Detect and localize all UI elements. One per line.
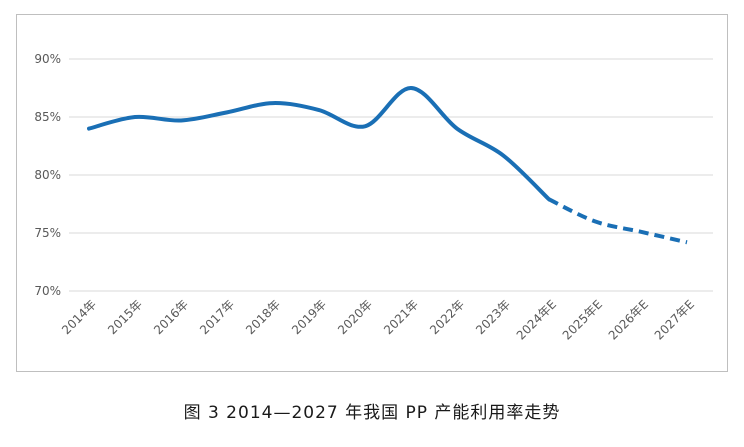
y-tick-label: 90% bbox=[34, 52, 61, 66]
x-tick-label: 2025年E bbox=[560, 297, 605, 342]
figure-caption: 图 3 2014—2027 年我国 PP 产能利用率走势 bbox=[183, 403, 561, 423]
x-tick-label: 2015年 bbox=[105, 297, 145, 337]
y-tick-label: 85% bbox=[34, 110, 61, 124]
x-tick-label: 2016年 bbox=[151, 297, 191, 337]
y-tick-label: 70% bbox=[34, 284, 61, 298]
x-tick-label: 2017年 bbox=[197, 297, 237, 337]
x-axis-ticks: 2014年 2015年 2016年 2017年 2018年 2019年 2020年 2021年… bbox=[59, 297, 697, 342]
x-tick-label: 2019年 bbox=[289, 297, 329, 337]
line-chart: 70% 75% 80% 85% 90% 2014年 2015年 2016年 2017年 2018… bbox=[34, 52, 713, 343]
y-tick-label: 75% bbox=[34, 226, 61, 240]
x-tick-label: 2018年 bbox=[243, 297, 283, 337]
x-tick-label: 2024年E bbox=[514, 297, 559, 342]
x-tick-label: 2023年 bbox=[473, 297, 513, 337]
series-lines bbox=[87, 85, 688, 245]
series-line-forecast bbox=[548, 197, 688, 245]
y-tick-label: 80% bbox=[34, 168, 61, 182]
y-axis-ticks: 70% 75% 80% 85% 90% bbox=[34, 52, 61, 298]
x-tick-label: 2014年 bbox=[59, 297, 99, 337]
x-tick-label: 2020年 bbox=[335, 297, 375, 337]
chart-frame: 70% 75% 80% 85% 90% 2014年 2015年 2016年 2017年 2018… bbox=[16, 14, 728, 372]
x-tick-label: 2026年E bbox=[606, 297, 651, 342]
x-tick-label: 2021年 bbox=[381, 297, 421, 337]
grid-lines bbox=[69, 58, 713, 292]
x-tick-label: 2022年 bbox=[427, 297, 467, 337]
series-line-actual bbox=[87, 85, 551, 202]
x-tick-label: 2027年E bbox=[652, 297, 697, 342]
